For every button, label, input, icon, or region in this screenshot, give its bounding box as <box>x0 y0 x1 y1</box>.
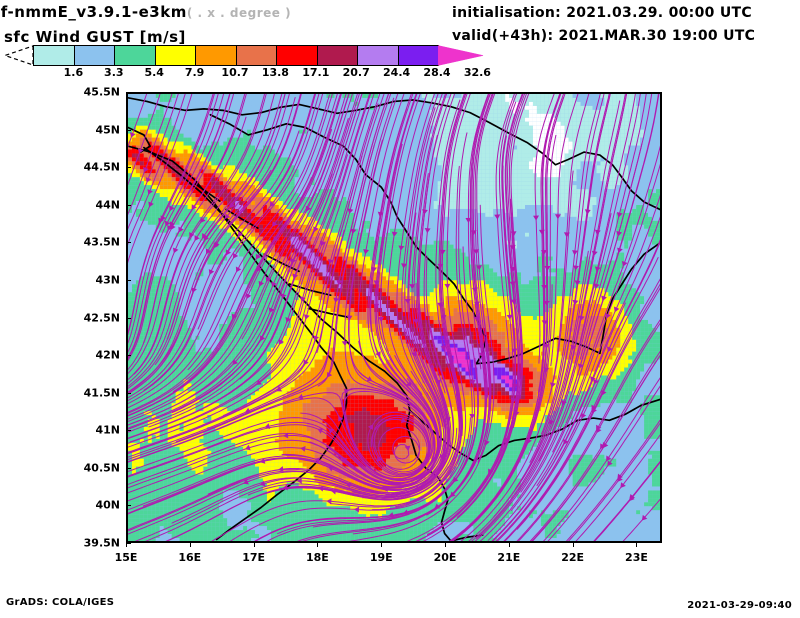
lat-tickmark <box>126 242 131 244</box>
colorbar-tick-13.8: 13.8 <box>261 66 289 79</box>
lat-tick-45N: 45N <box>95 123 120 137</box>
lon-tickmark <box>253 542 255 547</box>
lon-tick-22E: 22E <box>561 551 585 564</box>
initialisation-time: initialisation: 2021.03.29. 00:00 UTC <box>452 5 752 21</box>
lat-tickmark <box>126 355 131 357</box>
lat-tick-40N: 40N <box>95 498 120 512</box>
colorbar-swatch-8 <box>358 46 399 65</box>
lat-tick-42N: 42N <box>95 348 120 362</box>
lon-tick-21E: 21E <box>497 551 521 564</box>
colorbar-swatch-1 <box>74 46 115 65</box>
render-timestamp: 2021-03-29-09:40 <box>687 600 792 611</box>
lon-tickmark <box>572 542 574 547</box>
colorbar-tick-5.4: 5.4 <box>144 66 164 79</box>
colorbar-tick-24.4: 24.4 <box>383 66 411 79</box>
lat-tick-44.5N: 44.5N <box>83 160 120 174</box>
streamline-layer <box>128 94 660 541</box>
lon-tick-23E: 23E <box>625 551 648 564</box>
colorbar-swatch-9 <box>398 46 438 65</box>
colorbar-tick-28.4: 28.4 <box>423 66 451 79</box>
colorbar-swatch-5 <box>236 46 277 65</box>
lat-tickmark <box>126 430 131 432</box>
colorbar-tick-32.6: 32.6 <box>463 66 491 79</box>
lon-tick-16E: 16E <box>178 551 202 564</box>
lon-tick-15E: 15E <box>114 551 138 564</box>
model-title: -f-nmmE_v3.9.1-e3km( . x . degree ) <box>0 3 291 21</box>
lon-tickmark <box>445 542 447 547</box>
colorbar <box>33 45 439 66</box>
lat-tickmark <box>126 92 131 93</box>
lon-tick-18E: 18E <box>306 551 329 564</box>
colorbar-tick-3.3: 3.3 <box>104 66 124 79</box>
colorbar-swatch-6 <box>277 46 318 65</box>
colorbar-swatch-3 <box>155 46 196 65</box>
lat-tick-44N: 44N <box>95 198 120 212</box>
lon-tickmark <box>189 542 191 547</box>
valid-time: valid(+43h): 2021.MAR.30 19:00 UTC <box>452 28 756 44</box>
lat-tickmark <box>126 467 131 469</box>
grads-credit: GrADS: COLA/IGES <box>6 597 115 608</box>
model-title-text: -f-nmmE_v3.9.1-e3km <box>0 3 187 21</box>
lon-tickmark <box>636 542 638 547</box>
lon-tickmark <box>317 542 319 547</box>
lat-tickmark <box>126 317 131 319</box>
lon-tickmark <box>126 542 127 547</box>
lat-tickmark <box>126 279 131 281</box>
gust-heatmap-canvas <box>128 94 660 541</box>
colorbar-tick-7.9: 7.9 <box>184 66 205 79</box>
lon-tickmark <box>381 542 383 547</box>
lon-tick-20E: 20E <box>433 551 457 564</box>
colorbar-swatch-7 <box>317 46 358 65</box>
lat-tickmark <box>126 204 131 206</box>
model-title-note: ( . x . degree ) <box>186 6 292 20</box>
colorbar-swatch-0 <box>34 46 75 65</box>
colorbar-tick-17.1: 17.1 <box>302 66 330 79</box>
colorbar-swatch-2 <box>115 46 156 65</box>
colorbar-over-arrow <box>438 45 484 66</box>
lat-tickmark <box>126 505 131 507</box>
lat-tickmark <box>126 543 131 544</box>
map-plot-area[interactable] <box>126 92 662 543</box>
lon-tick-19E: 19E <box>369 551 393 564</box>
lon-tick-17E: 17E <box>242 551 266 564</box>
variable-title: sfc Wind GUST [m/s] <box>4 28 186 46</box>
lat-tick-43.5N: 43.5N <box>83 235 120 249</box>
colorbar-tick-labels: 1.6 3.3 5.4 7.9 10.7 13.8 17.1 20.7 24.4 28.4 32.6 <box>33 66 491 80</box>
lat-tick-41.5N: 41.5N <box>83 386 120 400</box>
lat-tickmark <box>126 167 131 169</box>
colorbar-swatch-4 <box>196 46 237 65</box>
lat-tick-45.5N: 45.5N <box>83 85 120 99</box>
colorbar-tick-10.7: 10.7 <box>221 66 249 79</box>
lon-tickmark <box>508 542 510 547</box>
lat-tickmark <box>126 392 131 394</box>
lat-tick-41N: 41N <box>95 423 120 437</box>
lat-tick-40.5N: 40.5N <box>83 461 120 475</box>
lat-tick-39.5N: 39.5N <box>83 536 120 550</box>
lat-tickmark <box>126 129 131 131</box>
colorbar-tick-20.7: 20.7 <box>342 66 370 79</box>
colorbar-tick-1.6: 1.6 <box>63 66 84 79</box>
lat-tick-43N: 43N <box>95 273 120 287</box>
colorbar-under-arrow <box>4 45 34 66</box>
lat-tick-42.5N: 42.5N <box>83 311 120 324</box>
